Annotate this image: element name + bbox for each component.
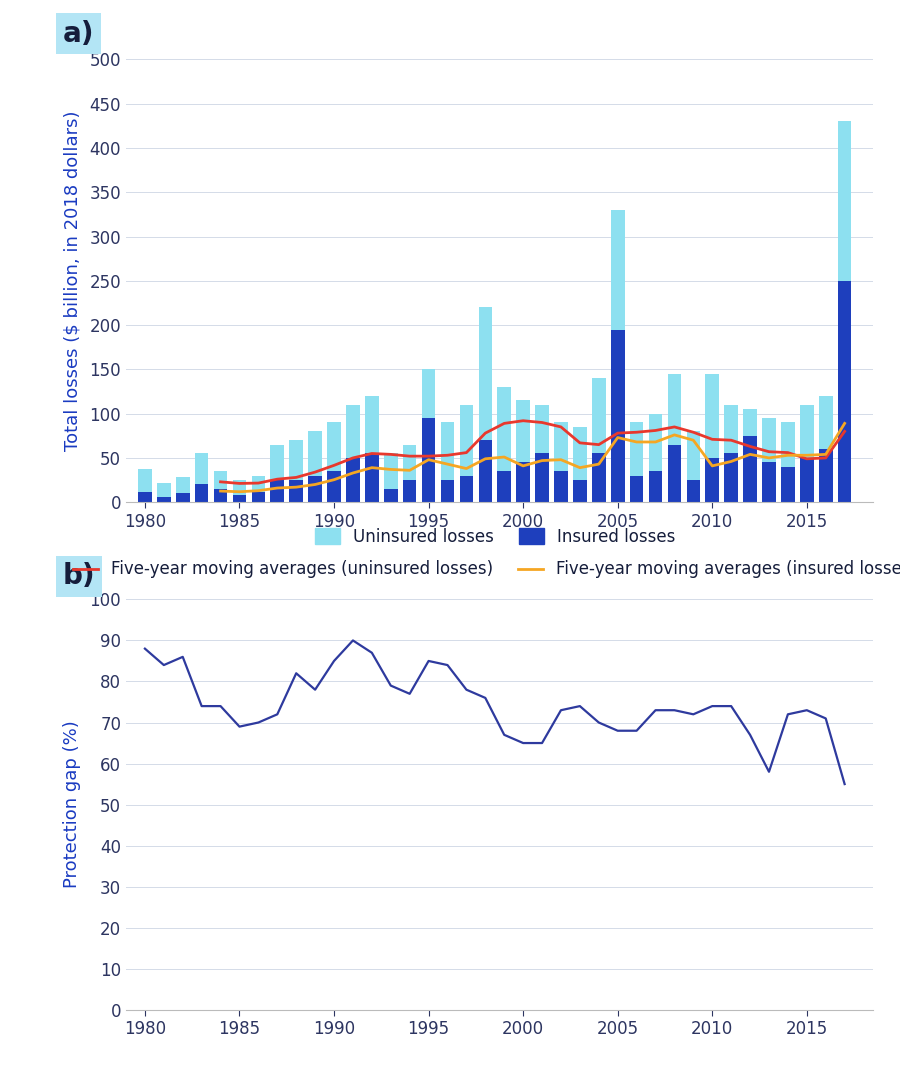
Bar <box>781 422 795 467</box>
Y-axis label: Protection gap (%): Protection gap (%) <box>63 720 81 889</box>
Bar <box>309 431 322 475</box>
Bar <box>743 409 757 435</box>
Bar <box>630 422 644 475</box>
Bar <box>346 405 360 458</box>
Bar <box>384 454 398 489</box>
Bar <box>498 471 511 502</box>
Bar <box>592 454 606 502</box>
Bar <box>271 445 284 480</box>
Legend: Five-year moving averages (uninsured losses), Five-year moving averages (insured: Five-year moving averages (uninsured los… <box>66 554 900 585</box>
Bar <box>422 418 436 502</box>
Bar <box>819 396 832 449</box>
Bar <box>706 374 719 458</box>
Bar <box>536 405 549 454</box>
Bar <box>252 491 266 502</box>
Text: a): a) <box>62 19 94 48</box>
Bar <box>536 454 549 502</box>
Bar <box>743 435 757 502</box>
Bar <box>328 422 341 471</box>
Bar <box>194 485 209 502</box>
Bar <box>781 467 795 502</box>
Bar <box>176 494 190 502</box>
Bar <box>328 471 341 502</box>
Bar <box>573 480 587 502</box>
Bar <box>611 210 625 329</box>
Bar <box>290 441 303 480</box>
Bar <box>213 489 228 502</box>
Bar <box>838 281 851 502</box>
Bar <box>460 405 473 475</box>
Bar <box>706 458 719 502</box>
Bar <box>800 458 814 502</box>
Bar <box>194 454 209 485</box>
Text: b): b) <box>62 563 95 591</box>
Bar <box>611 329 625 502</box>
Bar <box>838 121 851 281</box>
Bar <box>819 449 832 502</box>
Bar <box>668 374 681 445</box>
Bar <box>498 387 511 471</box>
Bar <box>384 489 398 502</box>
Bar <box>252 475 266 491</box>
Bar <box>403 480 417 502</box>
Bar <box>479 441 492 502</box>
Bar <box>554 422 568 471</box>
Bar <box>233 480 247 495</box>
Bar <box>365 396 379 454</box>
Bar <box>630 475 644 502</box>
Bar <box>441 480 454 502</box>
Bar <box>403 445 417 480</box>
Bar <box>460 475 473 502</box>
Bar <box>365 454 379 502</box>
Bar <box>687 480 700 502</box>
Bar <box>724 454 738 502</box>
Bar <box>649 414 662 471</box>
Bar <box>422 369 436 418</box>
Bar <box>271 480 284 502</box>
Bar <box>138 469 152 491</box>
Bar <box>800 405 814 458</box>
Bar <box>649 471 662 502</box>
Bar <box>213 471 228 489</box>
Bar <box>233 495 247 502</box>
Legend: Uninsured losses, Insured losses: Uninsured losses, Insured losses <box>308 522 682 553</box>
Bar <box>346 458 360 502</box>
Bar <box>592 378 606 454</box>
Bar <box>138 491 152 502</box>
Bar <box>573 427 587 480</box>
Bar <box>762 462 776 502</box>
Bar <box>554 471 568 502</box>
Bar <box>724 405 738 454</box>
Bar <box>479 308 492 441</box>
Y-axis label: Total losses ($ billion, in 2018 dollars): Total losses ($ billion, in 2018 dollars… <box>63 110 81 451</box>
Bar <box>157 483 171 497</box>
Bar <box>668 445 681 502</box>
Bar <box>441 422 454 480</box>
Bar <box>157 497 171 502</box>
Bar <box>290 480 303 502</box>
Bar <box>517 401 530 462</box>
Bar <box>517 462 530 502</box>
Bar <box>687 431 700 480</box>
Bar <box>762 418 776 462</box>
Bar <box>176 477 190 494</box>
Bar <box>309 475 322 502</box>
